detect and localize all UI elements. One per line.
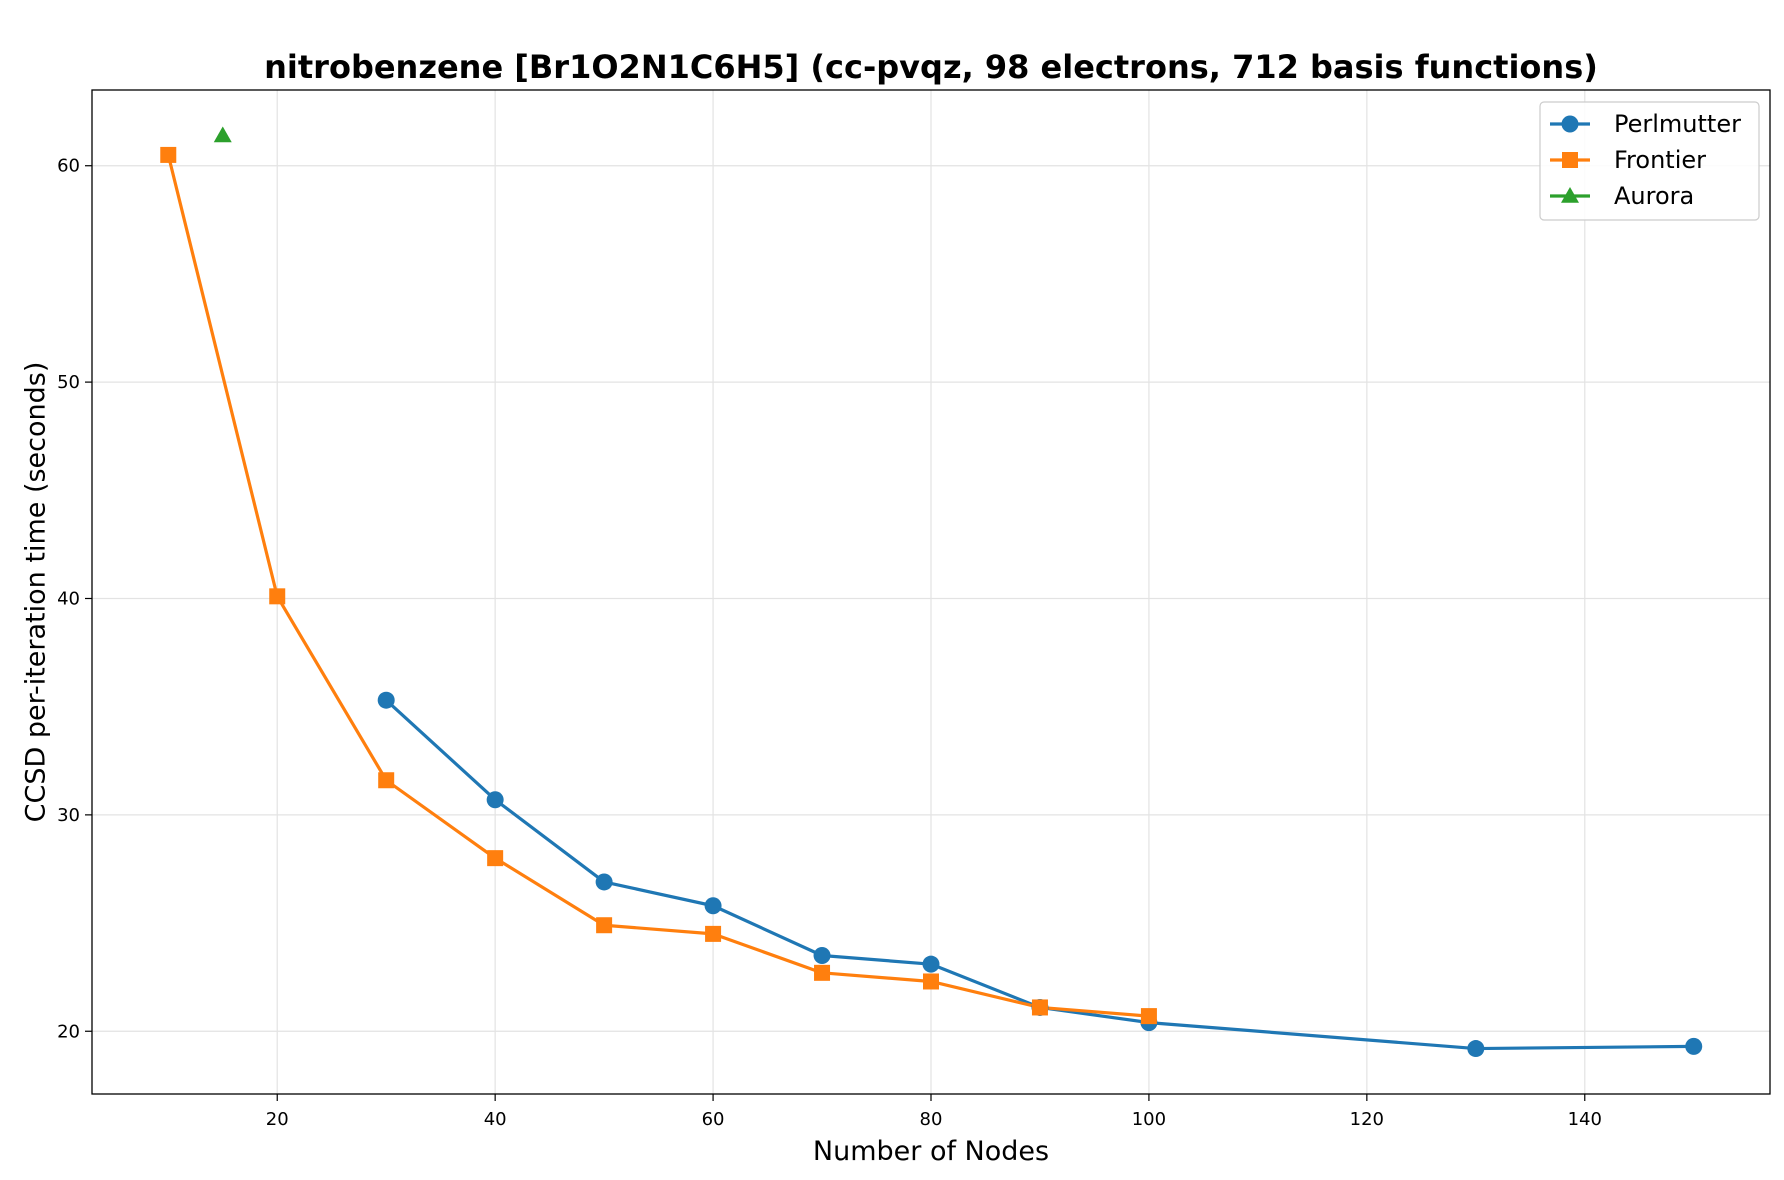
- x-tick-label: 140: [1568, 1109, 1602, 1130]
- perlmutter-point: [1685, 1037, 1703, 1055]
- y-tick-label: 20: [57, 1021, 80, 1042]
- legend-label-perlmutter: Perlmutter: [1614, 110, 1741, 138]
- perlmutter-point: [704, 897, 722, 915]
- frontier-point: [160, 146, 177, 163]
- frontier-point: [596, 917, 613, 934]
- legend-marker-frontier: [1562, 152, 1578, 168]
- frontier-point: [378, 772, 395, 789]
- y-tick-label: 60: [57, 156, 80, 177]
- legend-box: [1539, 101, 1760, 221]
- series-markers: [160, 126, 1703, 1058]
- y-axis-ticks: 20 30 40 50 60: [57, 156, 92, 1042]
- y-axis-label: CCSD per-iteration time (seconds): [20, 362, 51, 823]
- x-axis-label: Number of Nodes: [813, 1136, 1049, 1167]
- y-tick-label: 30: [57, 805, 80, 826]
- x-axis-ticks: 20 40 60 80 100 120 140: [266, 1094, 1602, 1130]
- frontier-point: [269, 588, 286, 605]
- aurora-point: [213, 126, 232, 143]
- frontier-point: [1031, 999, 1048, 1016]
- perlmutter-point: [1467, 1040, 1485, 1058]
- frontier-point: [923, 973, 939, 990]
- perlmutter-point: [377, 691, 395, 709]
- x-tick-label: 100: [1132, 1109, 1166, 1130]
- y-tick-label: 50: [57, 372, 80, 393]
- grid: [92, 90, 1770, 1094]
- perlmutter-point: [595, 873, 613, 891]
- legend: Perlmutter Frontier Aurora: [1539, 101, 1760, 221]
- frontier-point: [705, 925, 722, 942]
- x-tick-label: 20: [266, 1109, 289, 1130]
- x-tick-label: 80: [920, 1109, 943, 1130]
- legend-marker-aurora: [1561, 187, 1579, 203]
- y-tick-label: 40: [57, 588, 80, 609]
- x-tick-label: 40: [484, 1109, 507, 1130]
- legend-label-frontier: Frontier: [1614, 146, 1706, 174]
- frontier-point: [487, 850, 504, 867]
- x-tick-label: 60: [702, 1109, 725, 1130]
- chart-title: nitrobenzene [Br1O2N1C6H5] (cc-pvqz, 98 …: [264, 48, 1598, 86]
- series-lines: [166, 154, 1694, 1051]
- perlmutter-point: [813, 947, 831, 965]
- perlmutter-point: [922, 955, 940, 973]
- legend-marker-perlmutter: [1561, 115, 1579, 133]
- frontier-point: [1140, 1008, 1157, 1025]
- perlmutter-point: [486, 791, 504, 809]
- frontier-point: [814, 964, 831, 981]
- perlmutter-line: [385, 699, 1694, 1051]
- frontier-line: [166, 154, 1150, 1018]
- legend-label-aurora: Aurora: [1614, 182, 1694, 210]
- x-tick-label: 120: [1350, 1109, 1384, 1130]
